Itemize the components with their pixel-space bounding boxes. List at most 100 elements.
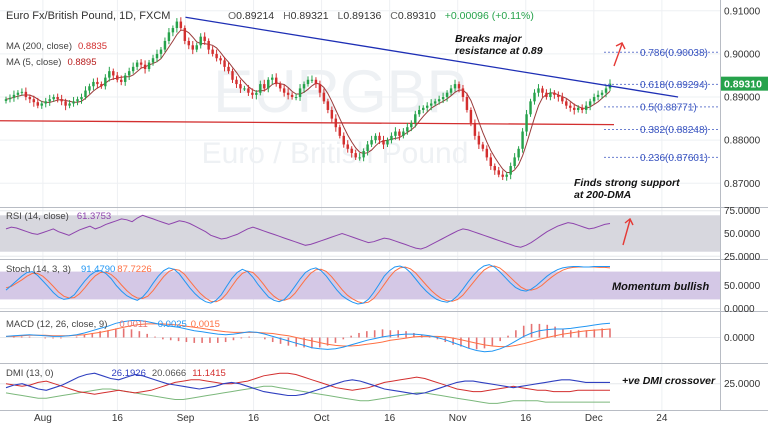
candle-body xyxy=(541,88,544,93)
candle xyxy=(243,85,246,91)
candle-body xyxy=(147,62,151,69)
candle xyxy=(84,86,87,100)
candle-body xyxy=(143,64,147,69)
candle-body xyxy=(501,174,504,177)
candle-body xyxy=(553,92,556,95)
candle xyxy=(509,162,512,180)
candle-body xyxy=(207,40,210,50)
candle xyxy=(195,42,198,53)
time-tick-label: 16 xyxy=(112,413,124,424)
candle xyxy=(600,90,604,99)
candle xyxy=(497,166,500,178)
candle xyxy=(398,128,401,141)
candle-body xyxy=(493,166,496,171)
candle-body xyxy=(298,88,302,98)
candle-body xyxy=(433,101,437,104)
candle-body xyxy=(346,144,349,149)
candle-body xyxy=(302,84,306,89)
candle xyxy=(127,67,131,80)
candle-body xyxy=(235,79,238,85)
stoch-label[interactable]: Stoch (14, 3, 3) 91.4790 87.7226 xyxy=(6,264,152,275)
rsi-label[interactable]: RSI (14, close) 61.3753 xyxy=(6,211,111,222)
candle xyxy=(155,49,159,63)
candle xyxy=(533,89,536,105)
candle xyxy=(596,90,600,101)
candle-body xyxy=(80,97,83,100)
candle-body xyxy=(72,101,75,104)
macd-label[interactable]: MACD (12, 26, close, 9) 0.0011 0.0025 0.001… xyxy=(6,319,220,330)
candle-body xyxy=(592,97,596,102)
candle-body xyxy=(24,91,28,98)
candle-body xyxy=(32,99,36,103)
candle xyxy=(294,93,298,101)
price-tick-label: 0.87000 xyxy=(724,179,761,190)
time-tick-label: Sep xyxy=(177,413,195,424)
candle-body xyxy=(52,97,55,100)
candle xyxy=(179,17,183,31)
candle-body xyxy=(247,88,250,93)
candle xyxy=(68,100,71,109)
candle xyxy=(569,102,572,112)
candle xyxy=(231,68,234,84)
candle-body xyxy=(282,88,286,93)
time-axis[interactable]: Aug 16 Sep 16 Oct 16 Nov 16 Dec 24 xyxy=(34,413,668,424)
legend-ma5[interactable]: MA (5, close) 0.8895 xyxy=(6,57,97,68)
candle xyxy=(219,55,222,65)
dmi-label[interactable]: DMI (13, 0) 26.1926 20.0666 11.1415 xyxy=(6,368,226,379)
candle-body xyxy=(84,90,87,98)
candle-body xyxy=(465,97,469,110)
candle xyxy=(104,74,107,90)
candle-body xyxy=(473,122,477,136)
stoch-d-path xyxy=(5,265,611,304)
candle-body xyxy=(410,122,413,128)
candle-body xyxy=(580,107,584,110)
candle-body xyxy=(12,94,16,98)
candle xyxy=(187,37,191,50)
indicator-tick-label: 75.0000 xyxy=(724,206,761,217)
candle xyxy=(342,132,345,148)
price-tick-label: 0.90000 xyxy=(724,49,761,60)
candle xyxy=(60,94,63,106)
candle xyxy=(139,59,143,69)
symbol-title[interactable]: Euro Fx/British Pound, 1D, FXCM xyxy=(6,10,170,22)
svg-text:resistance at 0.89: resistance at 0.89 xyxy=(455,45,543,57)
dmi-panel-bg xyxy=(0,364,720,410)
indicator-legend: MA (200, close) 0.8835 MA (5, close) 0.889… xyxy=(6,41,107,68)
candle-body xyxy=(278,84,282,89)
candle-body xyxy=(445,92,449,98)
candle-body xyxy=(561,97,564,102)
candle xyxy=(354,149,357,160)
candle-body xyxy=(477,135,481,145)
candle-body xyxy=(290,94,294,98)
legend-ma200[interactable]: MA (200, close) 0.8835 xyxy=(6,41,107,52)
candle xyxy=(390,132,393,144)
candle xyxy=(310,75,314,84)
candle xyxy=(96,77,99,89)
candle-body xyxy=(425,105,429,108)
up-arrow-icon xyxy=(613,43,623,67)
candle-body xyxy=(354,153,357,158)
candle-body xyxy=(203,36,206,41)
candle-body xyxy=(545,92,548,98)
candle xyxy=(517,146,520,161)
stoch-band xyxy=(0,271,720,300)
candle-body xyxy=(267,79,270,89)
fib-label: 0.618(0.89294) xyxy=(640,80,708,91)
candle-body xyxy=(398,131,401,136)
candle xyxy=(12,90,16,102)
candle-body xyxy=(382,140,385,145)
trendline[interactable] xyxy=(185,16,679,98)
candle xyxy=(414,110,417,128)
candle xyxy=(513,153,516,169)
candle xyxy=(580,104,584,114)
candle xyxy=(402,128,405,139)
candle-body xyxy=(171,28,175,33)
candle xyxy=(211,46,214,57)
candle-body xyxy=(16,92,20,95)
candle-body xyxy=(358,157,361,159)
symbol-name[interactable]: Euro Fx/British Pound, 1D, FXCM xyxy=(6,10,170,22)
candle-body xyxy=(489,157,493,167)
candle xyxy=(28,94,32,104)
candle-body xyxy=(370,140,373,145)
